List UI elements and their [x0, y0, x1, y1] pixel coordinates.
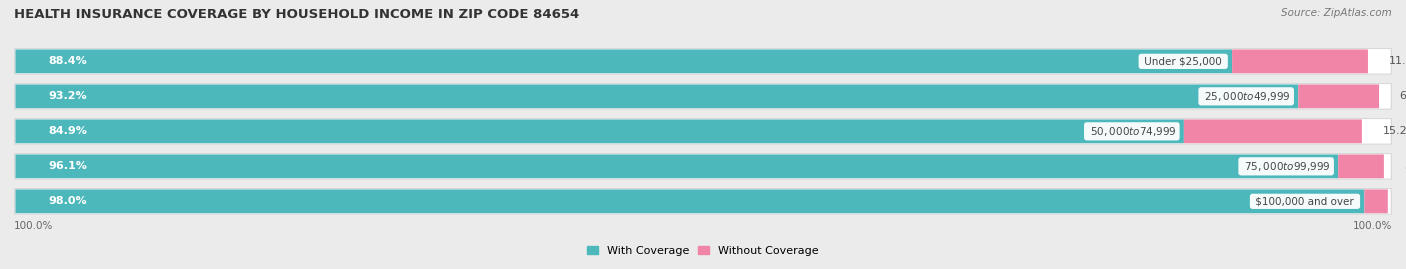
Text: 93.2%: 93.2% [48, 91, 87, 101]
Text: $50,000 to $74,999: $50,000 to $74,999 [1087, 125, 1177, 138]
Text: 100.0%: 100.0% [1353, 221, 1392, 231]
FancyBboxPatch shape [14, 153, 1392, 180]
Text: 6.9%: 6.9% [1400, 91, 1406, 101]
Text: 84.9%: 84.9% [48, 126, 87, 136]
Text: HEALTH INSURANCE COVERAGE BY HOUSEHOLD INCOME IN ZIP CODE 84654: HEALTH INSURANCE COVERAGE BY HOUSEHOLD I… [14, 8, 579, 21]
Text: Source: ZipAtlas.com: Source: ZipAtlas.com [1281, 8, 1392, 18]
FancyBboxPatch shape [15, 154, 1391, 179]
Text: 100.0%: 100.0% [14, 221, 53, 231]
FancyBboxPatch shape [15, 119, 1391, 144]
Text: 88.4%: 88.4% [48, 56, 87, 66]
Text: 3.9%: 3.9% [1405, 161, 1406, 171]
FancyBboxPatch shape [1184, 119, 1362, 143]
FancyBboxPatch shape [15, 119, 1184, 143]
FancyBboxPatch shape [15, 84, 1391, 109]
Text: $25,000 to $49,999: $25,000 to $49,999 [1201, 90, 1291, 103]
Text: Under $25,000: Under $25,000 [1142, 56, 1225, 66]
Text: 96.1%: 96.1% [48, 161, 87, 171]
FancyBboxPatch shape [1232, 49, 1368, 73]
FancyBboxPatch shape [14, 83, 1392, 110]
FancyBboxPatch shape [15, 154, 1339, 178]
FancyBboxPatch shape [15, 189, 1391, 214]
FancyBboxPatch shape [15, 49, 1232, 73]
FancyBboxPatch shape [1339, 154, 1384, 178]
FancyBboxPatch shape [1364, 189, 1388, 213]
Text: 15.2%: 15.2% [1382, 126, 1406, 136]
FancyBboxPatch shape [14, 188, 1392, 215]
FancyBboxPatch shape [14, 118, 1392, 145]
FancyBboxPatch shape [15, 189, 1364, 213]
FancyBboxPatch shape [14, 48, 1392, 75]
Text: $75,000 to $99,999: $75,000 to $99,999 [1241, 160, 1331, 173]
Legend: With Coverage, Without Coverage: With Coverage, Without Coverage [582, 241, 824, 260]
Text: 98.0%: 98.0% [48, 196, 87, 206]
FancyBboxPatch shape [15, 49, 1391, 74]
Text: $100,000 and over: $100,000 and over [1253, 196, 1358, 206]
Text: 11.6%: 11.6% [1389, 56, 1406, 66]
FancyBboxPatch shape [1298, 84, 1379, 108]
FancyBboxPatch shape [15, 84, 1298, 108]
